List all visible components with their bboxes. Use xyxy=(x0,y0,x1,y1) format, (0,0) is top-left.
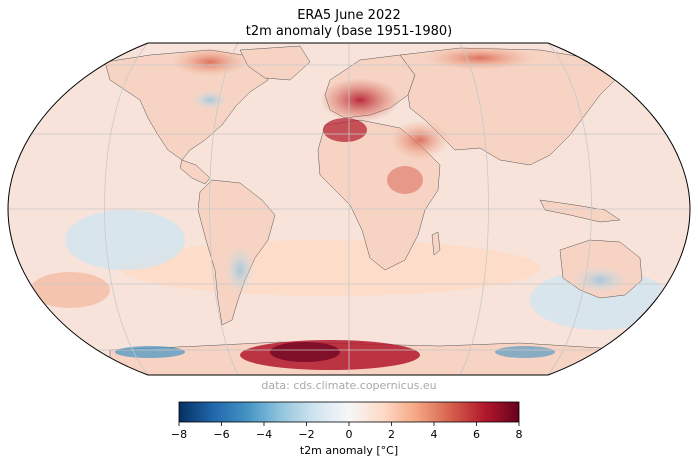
central-america xyxy=(179,159,211,185)
map-field xyxy=(8,43,690,375)
map-title: ERA5 June 2022 xyxy=(297,8,401,23)
globe-outline xyxy=(7,42,691,376)
hudson-bay-cool xyxy=(192,90,228,110)
east-pacific-cool xyxy=(65,210,185,270)
antarctica-extreme xyxy=(270,342,340,362)
colorbar-label: t2m anomaly [°C] xyxy=(299,444,399,457)
colorbar-tick-label: 0 xyxy=(346,428,353,441)
colorbar-tick-label: 8 xyxy=(516,428,523,441)
colorbar-tick-label: −6 xyxy=(213,428,229,441)
middle-east-warm xyxy=(390,120,450,160)
colorbar-ticks: −8 −6 −4 −2 0 2 4 6 8 xyxy=(171,422,523,441)
graticule xyxy=(8,43,690,375)
colorbar-tick-label: 4 xyxy=(431,428,438,441)
east-africa-warm xyxy=(387,166,423,194)
colorbar-tick-label: −8 xyxy=(171,428,187,441)
data-credit: data: cds.climate.copernicus.eu xyxy=(261,379,437,392)
argentina-cool xyxy=(225,245,255,295)
south-pacific-warm xyxy=(30,272,110,308)
madagascar xyxy=(431,231,441,256)
colorbar-tick-label: 2 xyxy=(388,428,395,441)
colorbar-gradient xyxy=(178,401,520,423)
europe-heatwave xyxy=(320,78,400,122)
antarctic-cold-right xyxy=(495,346,555,358)
greenland xyxy=(239,45,311,81)
colorbar-tick-label: −2 xyxy=(298,428,314,441)
indonesia xyxy=(539,199,621,223)
canada-arctic-warm xyxy=(172,48,248,76)
colorbar-tick-label: −4 xyxy=(256,428,272,441)
map-subtitle: t2m anomaly (base 1951-1980) xyxy=(245,24,453,39)
colorbar-tick-label: 6 xyxy=(473,428,480,441)
siberia-warm xyxy=(425,46,535,70)
iberia-north-africa-hot xyxy=(323,118,367,142)
